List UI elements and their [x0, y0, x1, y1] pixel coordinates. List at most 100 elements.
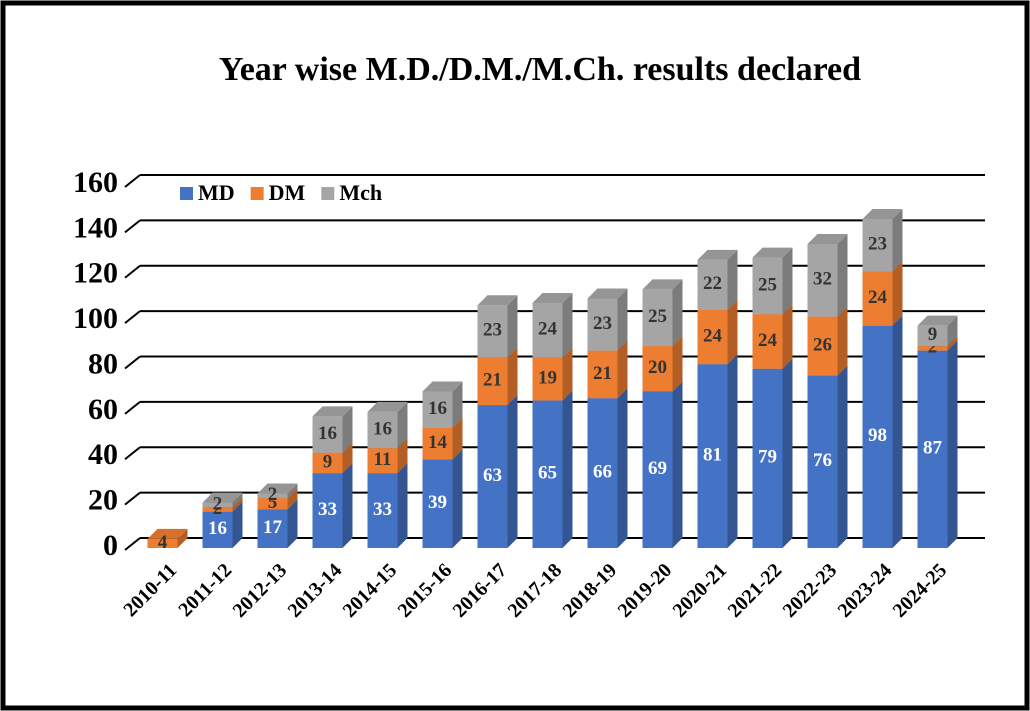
bar-segment [862, 271, 893, 326]
bar-side [562, 390, 573, 548]
data-label: 23 [483, 320, 502, 341]
bar-side [287, 488, 298, 510]
y-tick-label: 140 [73, 211, 118, 244]
bar-side [727, 299, 738, 365]
bar-side [342, 463, 353, 548]
grid-line [124, 264, 141, 279]
bar-segment [257, 493, 288, 499]
bar-top [257, 483, 298, 494]
bar-top [202, 492, 243, 503]
data-label: 79 [758, 447, 777, 468]
data-label: 65 [538, 463, 557, 484]
grid-line [124, 491, 141, 506]
bar-segment [422, 459, 453, 548]
data-label: 25 [758, 274, 777, 295]
chart-title: Year wise M.D./D.M./M.Ch. results declar… [219, 51, 861, 88]
bar-segment [862, 325, 893, 548]
bar-side [342, 442, 353, 474]
bar-side [617, 388, 628, 548]
bar-side [287, 483, 298, 499]
data-label: 76 [813, 450, 832, 471]
bar-segment [697, 364, 728, 548]
bar-segment [257, 498, 288, 510]
bar-side [232, 492, 243, 508]
bar-segment [917, 350, 948, 548]
bar-side [452, 449, 463, 548]
y-tick-label: 0 [103, 529, 118, 562]
data-label: 20 [648, 357, 667, 378]
bar-side [837, 306, 848, 376]
y-tick-label: 120 [73, 257, 118, 290]
bar-side [452, 417, 463, 460]
data-label: 23 [593, 313, 612, 334]
bar-side [672, 381, 683, 548]
bar-segment [367, 473, 398, 548]
bar-top [367, 401, 408, 412]
bar-segment [312, 416, 343, 453]
data-label: 16 [208, 518, 227, 539]
bar-top [587, 288, 628, 299]
bar-side [507, 295, 518, 358]
bar-segment [202, 507, 233, 512]
bar-segment [917, 346, 948, 351]
data-label: 24 [703, 325, 723, 346]
data-label: 4 [158, 532, 168, 553]
bar-top [147, 528, 188, 539]
y-tick-label: 60 [88, 393, 118, 426]
data-label: 32 [813, 269, 832, 290]
bar-side [562, 292, 573, 358]
bar-side [232, 501, 243, 548]
bar-side [507, 395, 518, 548]
bar-side [177, 528, 188, 548]
grid-line [124, 355, 141, 370]
data-label: 16 [318, 423, 337, 444]
bar-side [672, 336, 683, 392]
data-label: 24 [538, 319, 558, 340]
data-label: 19 [538, 367, 557, 388]
bar-segment [697, 309, 728, 365]
data-label: 24 [758, 330, 778, 351]
bar-side [947, 315, 958, 347]
bar-side [782, 358, 793, 548]
bar-segment [367, 411, 398, 449]
bar-segment [752, 257, 783, 315]
bar-top [697, 249, 738, 260]
bar-segment [422, 427, 453, 460]
legend-swatch [321, 187, 335, 200]
y-tick-label: 40 [88, 438, 118, 471]
bar-top [532, 292, 573, 303]
data-label: 2 [213, 493, 223, 514]
data-label: 11 [374, 449, 392, 470]
data-label: 2 [213, 498, 223, 519]
bar-top [422, 381, 463, 392]
bar-side [782, 247, 793, 315]
bar-top [642, 279, 683, 290]
y-tick-label: 160 [73, 166, 118, 199]
y-tick-label: 100 [73, 302, 118, 335]
bar-segment [312, 452, 343, 474]
bar-side [947, 340, 958, 548]
bar-side [617, 288, 628, 351]
bar-segment [917, 325, 948, 347]
bar-side [397, 438, 408, 474]
bar-segment [532, 302, 563, 358]
bar-segment [642, 346, 673, 392]
bar-segment [202, 511, 233, 548]
bar-top [752, 247, 793, 258]
legend-swatch [250, 187, 264, 200]
data-label: 87 [923, 438, 943, 459]
bar-top [807, 233, 848, 244]
bar-segment [642, 289, 673, 347]
bar-side [947, 336, 958, 351]
bar-side [452, 381, 463, 428]
data-label: 66 [593, 461, 612, 482]
bar-segment [532, 400, 563, 548]
bar-segment [477, 405, 508, 548]
data-label: 22 [703, 273, 722, 294]
data-label: 69 [648, 458, 667, 479]
bar-segment [587, 398, 618, 548]
bar-segment [312, 473, 343, 548]
bar-segment [697, 259, 728, 310]
data-label: 2 [928, 337, 938, 358]
y-tick-label: 80 [88, 347, 118, 380]
